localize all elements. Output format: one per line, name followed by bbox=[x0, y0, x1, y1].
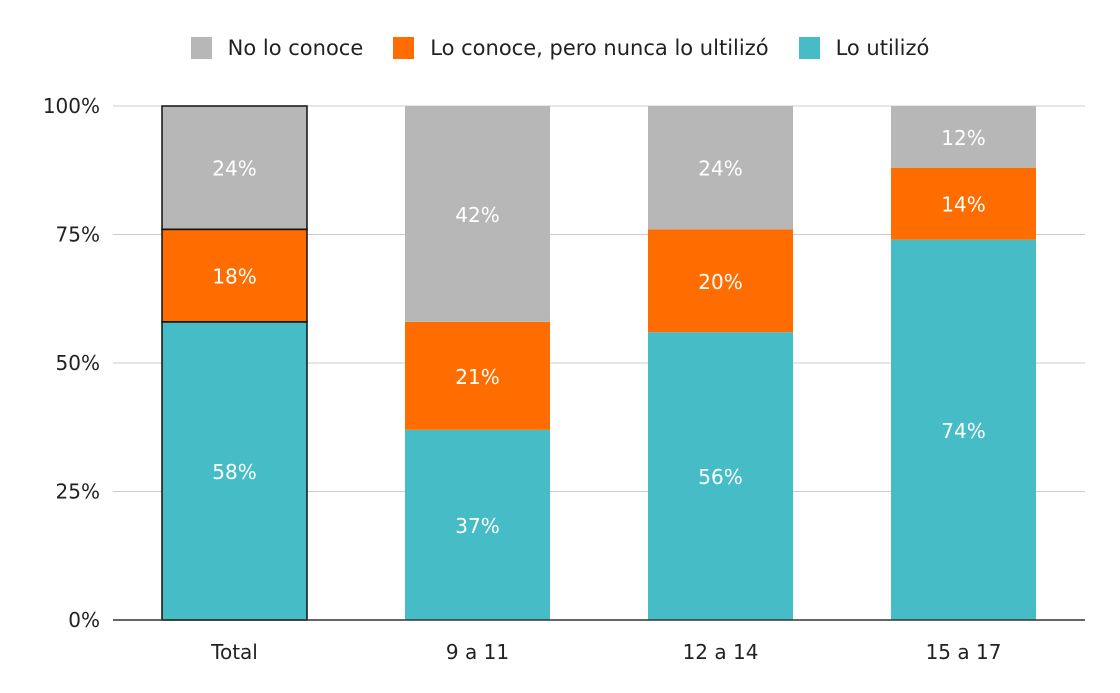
x-tick-label: 9 a 11 bbox=[446, 640, 509, 664]
data-label: 37% bbox=[455, 514, 499, 538]
legend-item-no-lo-conoce: No lo conoce bbox=[190, 36, 364, 60]
data-label: 42% bbox=[455, 203, 499, 227]
data-label: 18% bbox=[212, 265, 256, 289]
bar-segment bbox=[162, 106, 307, 230]
legend-label: Lo utilizó bbox=[835, 36, 930, 60]
bar-segment bbox=[162, 321, 307, 620]
data-label: 20% bbox=[698, 270, 742, 294]
bar-highlight-outline bbox=[161, 105, 308, 231]
bar-segment bbox=[648, 332, 793, 620]
data-label: 24% bbox=[698, 157, 742, 181]
bar-segment bbox=[405, 106, 550, 322]
x-tick-label: 12 a 14 bbox=[683, 640, 759, 664]
data-label: 58% bbox=[212, 460, 256, 484]
legend: No lo conoce Lo conoce, pero nunca lo ul… bbox=[0, 36, 1120, 60]
legend-item-lo-utilizo: Lo utilizó bbox=[798, 36, 930, 60]
legend-label: Lo conoce, pero nunca lo ultilizó bbox=[430, 36, 769, 60]
legend-swatch-gray bbox=[190, 37, 212, 59]
data-label: 14% bbox=[941, 193, 985, 217]
y-tick-label: 100% bbox=[43, 94, 100, 118]
legend-swatch-orange bbox=[393, 37, 415, 59]
data-label: 21% bbox=[455, 365, 499, 389]
bar-segment bbox=[891, 167, 1036, 240]
legend-swatch-teal bbox=[798, 37, 820, 59]
bar-segment bbox=[648, 106, 793, 230]
bar-segment bbox=[891, 239, 1036, 620]
x-tick-label: 15 a 17 bbox=[926, 640, 1002, 664]
legend-label: No lo conoce bbox=[227, 36, 364, 60]
bar-segment bbox=[405, 321, 550, 430]
data-label: 74% bbox=[941, 419, 985, 443]
data-label: 12% bbox=[941, 126, 985, 150]
y-tick-label: 25% bbox=[56, 480, 100, 504]
bar-segment bbox=[648, 229, 793, 333]
legend-item-lo-conoce: Lo conoce, pero nunca lo ultilizó bbox=[393, 36, 769, 60]
bar-segment bbox=[162, 229, 307, 322]
x-tick-label: Total bbox=[210, 640, 258, 664]
data-label: 56% bbox=[698, 465, 742, 489]
y-tick-label: 75% bbox=[56, 223, 100, 247]
data-label: 24% bbox=[212, 157, 256, 181]
y-tick-label: 50% bbox=[56, 351, 100, 375]
bar-segment bbox=[405, 429, 550, 620]
y-tick-label: 0% bbox=[68, 608, 100, 632]
bar-segment bbox=[891, 106, 1036, 168]
